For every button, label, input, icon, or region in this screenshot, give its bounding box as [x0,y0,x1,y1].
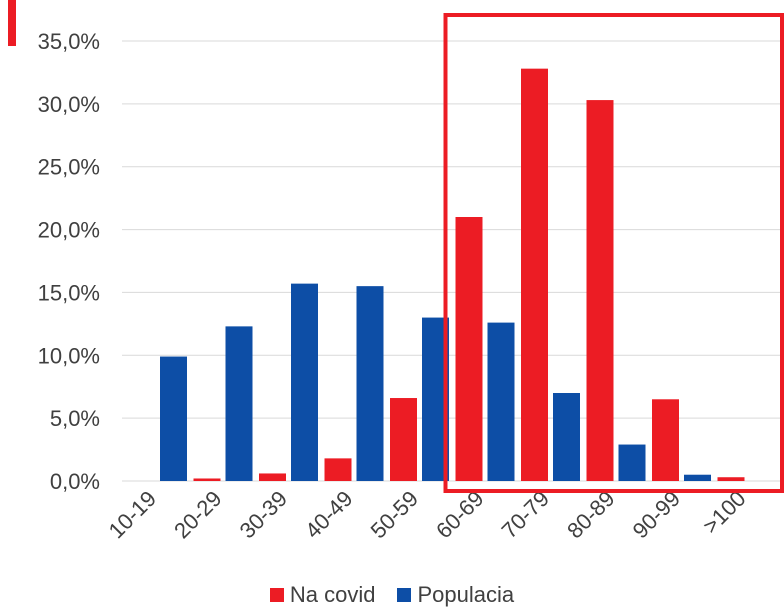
y-axis-ticks: 0,0% 5,0% 10,0% 15,0% 20,0% 25,0% 30,0% 35,0% [38,29,100,494]
bar-populacia-60-69 [487,322,515,481]
legend-label-populacia: Populacia [417,582,515,607]
x-tick-label: 40-49 [300,486,357,543]
legend: Na covid Populacia [0,580,784,610]
y-tick-label: 35,0% [38,29,100,54]
bar-na-covid-30-39 [259,473,286,481]
y-tick-label: 10,0% [38,343,100,368]
legend-swatch-populacia [397,588,412,602]
bars [160,68,745,482]
bar-na-covid-90-99 [652,399,679,481]
x-axis-ticks: 10-19 20-29 30-39 40-49 50-59 60-69 70-79 80-89… [104,486,751,543]
x-tick-label: 50-59 [366,486,423,543]
y-tick-label: 20,0% [38,218,100,243]
legend-item-na-covid: Na covid [269,582,376,608]
bar-na-covid-50-59 [390,398,417,481]
bar-na-covid-40-49 [324,458,352,481]
y-tick-label: 30,0% [38,92,100,117]
x-tick-label: 60-69 [431,486,488,543]
y-tick-label: 25,0% [38,155,100,180]
bar-populacia-10-19 [160,356,187,481]
chart: 0,0% 5,0% 10,0% 15,0% 20,0% 25,0% 30,0% 35,0% 1… [8,0,784,543]
x-tick-label: 90-99 [628,486,685,543]
top-left-accent-mark [8,0,16,46]
legend-item-populacia: Populacia [397,582,514,608]
y-tick-label: 0,0% [50,469,100,494]
legend-label-na-covid: Na covid [289,582,376,607]
bar-na-covid-100 [717,477,745,481]
legend-swatch-na-covid [269,588,284,602]
bar-populacia-90-99 [684,474,711,481]
bar-na-covid-60-69 [455,217,483,481]
y-tick-label: 5,0% [50,406,100,431]
bar-populacia-80-89 [618,444,646,481]
x-tick-label: 70-79 [497,486,554,543]
bar-na-covid-20-29 [193,478,221,481]
x-tick-label: 30-39 [235,486,292,543]
highlight-box [443,13,784,493]
bar-na-covid-80-89 [586,100,614,481]
y-tick-label: 15,0% [38,280,100,305]
bar-populacia-20-29 [225,326,253,481]
x-tick-label: 80-89 [562,486,619,543]
bar-populacia-30-39 [291,283,318,481]
bar-na-covid-70-79 [521,68,548,482]
bar-populacia-70-79 [553,393,580,481]
x-tick-label: 10-19 [104,486,161,543]
x-tick-label: >100 [698,486,751,539]
bar-populacia-40-49 [356,286,384,481]
gridlines [122,40,784,482]
x-tick-label: 20-29 [169,486,226,543]
